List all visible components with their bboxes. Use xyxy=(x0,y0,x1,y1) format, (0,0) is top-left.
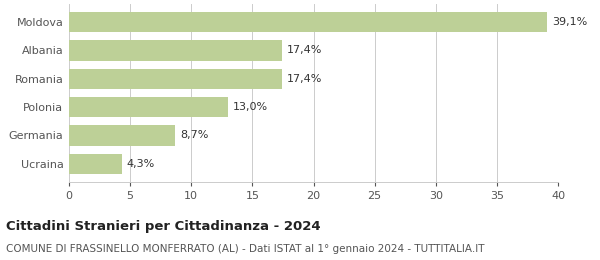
Bar xyxy=(69,40,282,61)
Text: COMUNE DI FRASSINELLO MONFERRATO (AL) - Dati ISTAT al 1° gennaio 2024 - TUTTITAL: COMUNE DI FRASSINELLO MONFERRATO (AL) - … xyxy=(6,244,485,254)
Bar xyxy=(69,12,547,32)
Bar xyxy=(69,69,282,89)
Bar xyxy=(69,125,175,146)
Text: 4,3%: 4,3% xyxy=(127,159,155,169)
Text: Cittadini Stranieri per Cittadinanza - 2024: Cittadini Stranieri per Cittadinanza - 2… xyxy=(6,220,320,233)
Text: 8,7%: 8,7% xyxy=(180,131,209,140)
Text: 13,0%: 13,0% xyxy=(233,102,268,112)
Text: 17,4%: 17,4% xyxy=(287,74,322,84)
Text: 39,1%: 39,1% xyxy=(552,17,587,27)
Text: 17,4%: 17,4% xyxy=(287,46,322,55)
Bar xyxy=(69,97,228,117)
Bar xyxy=(69,153,122,174)
